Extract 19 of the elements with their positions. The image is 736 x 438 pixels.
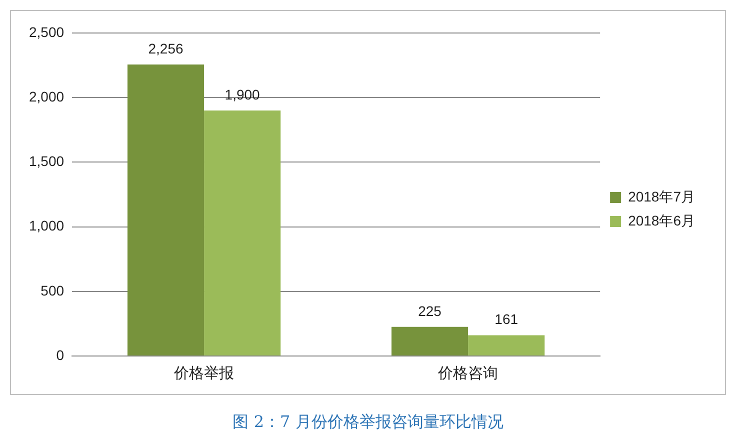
y-tick-label: 2,000 <box>28 88 64 104</box>
y-tick-label: 1,500 <box>28 153 64 170</box>
y-tick-label: 500 <box>40 282 64 298</box>
text: 图 2：7 月份价格举报咨询量环比情况 <box>232 412 504 433</box>
y-tick-label: 0 <box>56 346 64 363</box>
y-tick-label: 1,000 <box>28 218 64 234</box>
data-label: 1,900 <box>224 86 260 102</box>
bar <box>391 326 468 356</box>
x-tick-label: 价格咨询 <box>437 364 498 382</box>
x-tick-label: 价格举报 <box>173 364 234 382</box>
bar <box>127 64 204 356</box>
data-label: 2,256 <box>148 40 184 56</box>
bar <box>468 335 545 356</box>
y-tick-label: 2,500 <box>28 24 64 40</box>
bar <box>204 110 281 356</box>
legend-label: 2018年7月 <box>628 188 696 204</box>
data-label: 225 <box>418 302 442 319</box>
legend-label: 2018年6月 <box>628 212 696 228</box>
data-label: 161 <box>494 311 518 328</box>
